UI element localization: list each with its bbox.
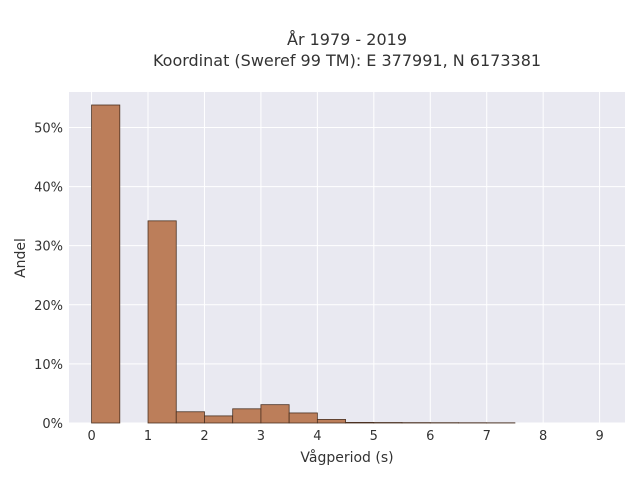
- histogram-bar: [91, 104, 121, 424]
- x-tick-label: 1: [144, 429, 152, 444]
- x-tick-label: 0: [87, 429, 95, 444]
- y-tick-label: 30%: [34, 240, 63, 255]
- x-tick-label: 5: [370, 429, 378, 444]
- histogram-bar: [232, 408, 262, 424]
- histogram-bar: [204, 415, 234, 424]
- histogram-bar: [175, 411, 205, 424]
- y-tick-label: 20%: [34, 299, 63, 314]
- x-tick-label: 2: [200, 429, 208, 444]
- x-axis-label: Vågperiod (s): [300, 449, 393, 466]
- x-tick-label: 8: [539, 429, 547, 444]
- y-axis-ticks: 0% 10% 20% 30% 40% 50%: [34, 121, 63, 432]
- histogram-bar: [316, 419, 346, 424]
- histogram-bar: [288, 412, 318, 424]
- histogram-bar: [260, 404, 290, 424]
- histogram-bar: [147, 220, 177, 424]
- x-axis-ticks: 0 1 2 3 4 5 6 7 8 9: [87, 429, 603, 444]
- x-tick-label: 6: [426, 429, 434, 444]
- x-tick-label: 9: [595, 429, 603, 444]
- y-tick-label: 40%: [34, 181, 63, 196]
- x-tick-label: 4: [313, 429, 321, 444]
- y-tick-label: 50%: [34, 121, 63, 136]
- x-tick-label: 3: [257, 429, 265, 444]
- bar-series: [91, 104, 516, 424]
- y-tick-label: 10%: [34, 358, 63, 373]
- chart-title-line2: Koordinat (Sweref 99 TM): E 377991, N 61…: [153, 51, 541, 70]
- histogram-bar: [345, 422, 375, 424]
- y-tick-label: 0%: [42, 417, 63, 432]
- chart-title-line1: År 1979 - 2019: [287, 30, 407, 49]
- x-tick-label: 7: [483, 429, 491, 444]
- y-axis-label: Andel: [13, 238, 29, 278]
